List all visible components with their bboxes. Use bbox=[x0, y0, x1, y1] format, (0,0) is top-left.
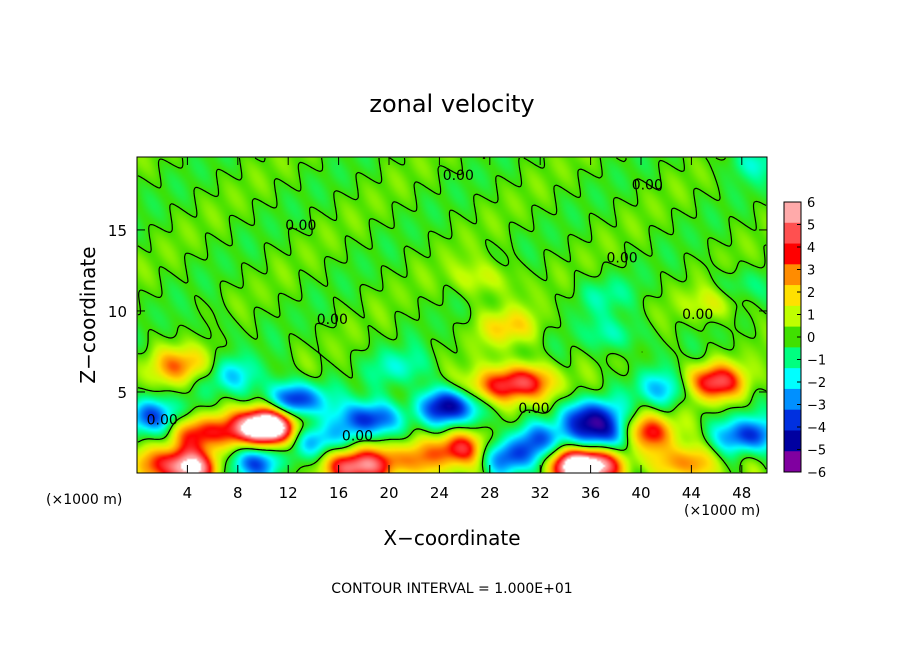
contour-label: 0.00 bbox=[317, 312, 348, 328]
y-tick-label: 15 bbox=[108, 222, 127, 240]
colorbar-tick-label: −3 bbox=[807, 399, 826, 414]
colorbar-tick-label: −4 bbox=[807, 421, 826, 436]
colorbar-segment bbox=[784, 264, 801, 286]
colorbar-segment bbox=[784, 326, 801, 348]
x-tick-label: 40 bbox=[631, 484, 650, 502]
y-axis-label: Z−coordinate bbox=[76, 246, 100, 383]
y-tick-label: 10 bbox=[108, 303, 127, 321]
contour-labels: 0.00 0.00 0.00 0.00 0.00 0.00 0.00 0.00 0.00 bbox=[147, 168, 714, 445]
contour-label: 0.00 bbox=[607, 250, 638, 266]
x-tick-label: 20 bbox=[379, 484, 398, 502]
y-axis-ticks: 5 10 15 bbox=[108, 222, 767, 402]
colorbar-segment bbox=[784, 451, 801, 473]
x-unit-left: (×1000 m) bbox=[46, 492, 122, 508]
x-tick-label: 8 bbox=[233, 484, 243, 502]
colorbar-segment bbox=[784, 347, 801, 369]
contour-label: 0.00 bbox=[342, 429, 373, 445]
zero-contours bbox=[137, 157, 767, 473]
colorbar-segment bbox=[784, 430, 801, 452]
x-axis-ticks: 4 8 12 16 20 24 28 32 36 40 44 48 bbox=[183, 157, 751, 502]
x-tick-label: 4 bbox=[183, 484, 193, 502]
contour-label: 0.00 bbox=[632, 178, 663, 194]
colorbar-tick-label: 5 bbox=[807, 219, 815, 234]
colorbar-tick-label: −2 bbox=[807, 376, 826, 391]
colorbar-segment bbox=[784, 202, 801, 224]
x-tick-label: 48 bbox=[732, 484, 751, 502]
contour-label: 0.00 bbox=[443, 168, 474, 184]
velocity-field bbox=[137, 157, 767, 473]
colorbar-tick-label: 6 bbox=[807, 196, 815, 211]
colorbar-segment bbox=[784, 222, 801, 245]
zero-contour-lines bbox=[137, 157, 767, 473]
colorbar-tick-label: 4 bbox=[807, 241, 815, 256]
x-unit-right: (×1000 m) bbox=[684, 503, 760, 519]
colorbar-tick-label: 3 bbox=[807, 264, 815, 279]
chart-title: zonal velocity bbox=[369, 90, 534, 118]
contour-label: 0.00 bbox=[285, 218, 316, 234]
colorbar-tick-label: −5 bbox=[807, 444, 826, 459]
colorbar-tick-label: −6 bbox=[807, 466, 826, 481]
colorbar-tick-label: 2 bbox=[807, 286, 815, 301]
colorbar-tick-label: 1 bbox=[807, 309, 815, 324]
colorbar-segment bbox=[784, 243, 801, 265]
colorbar-segment bbox=[784, 368, 801, 390]
x-axis-label: X−coordinate bbox=[383, 526, 520, 550]
contour-label: 0.00 bbox=[682, 307, 713, 323]
colorbar-tick-label: −1 bbox=[807, 354, 826, 369]
x-tick-label: 16 bbox=[329, 484, 348, 502]
x-tick-label: 36 bbox=[581, 484, 600, 502]
contour-label: 0.00 bbox=[147, 413, 178, 429]
plot-frame bbox=[136, 156, 768, 474]
x-tick-label: 24 bbox=[430, 484, 449, 502]
colorbar-segment bbox=[784, 285, 801, 307]
x-tick-label: 44 bbox=[682, 484, 701, 502]
x-tick-label: 32 bbox=[531, 484, 550, 502]
contour-label: 0.00 bbox=[518, 401, 549, 417]
colorbar: 6 5 4 3 2 1 0 −1 −2 −3 −4 −5 −6 bbox=[783, 196, 826, 481]
colorbar-segment bbox=[784, 409, 801, 431]
colorbar-segment bbox=[784, 305, 801, 328]
colorbar-tick-label: 0 bbox=[807, 331, 815, 346]
y-tick-label: 5 bbox=[117, 384, 127, 402]
contour-interval-note: CONTOUR INTERVAL = 1.000E+01 bbox=[331, 581, 572, 597]
colorbar-segment bbox=[784, 388, 801, 411]
x-tick-label: 28 bbox=[480, 484, 499, 502]
x-tick-label: 12 bbox=[279, 484, 298, 502]
